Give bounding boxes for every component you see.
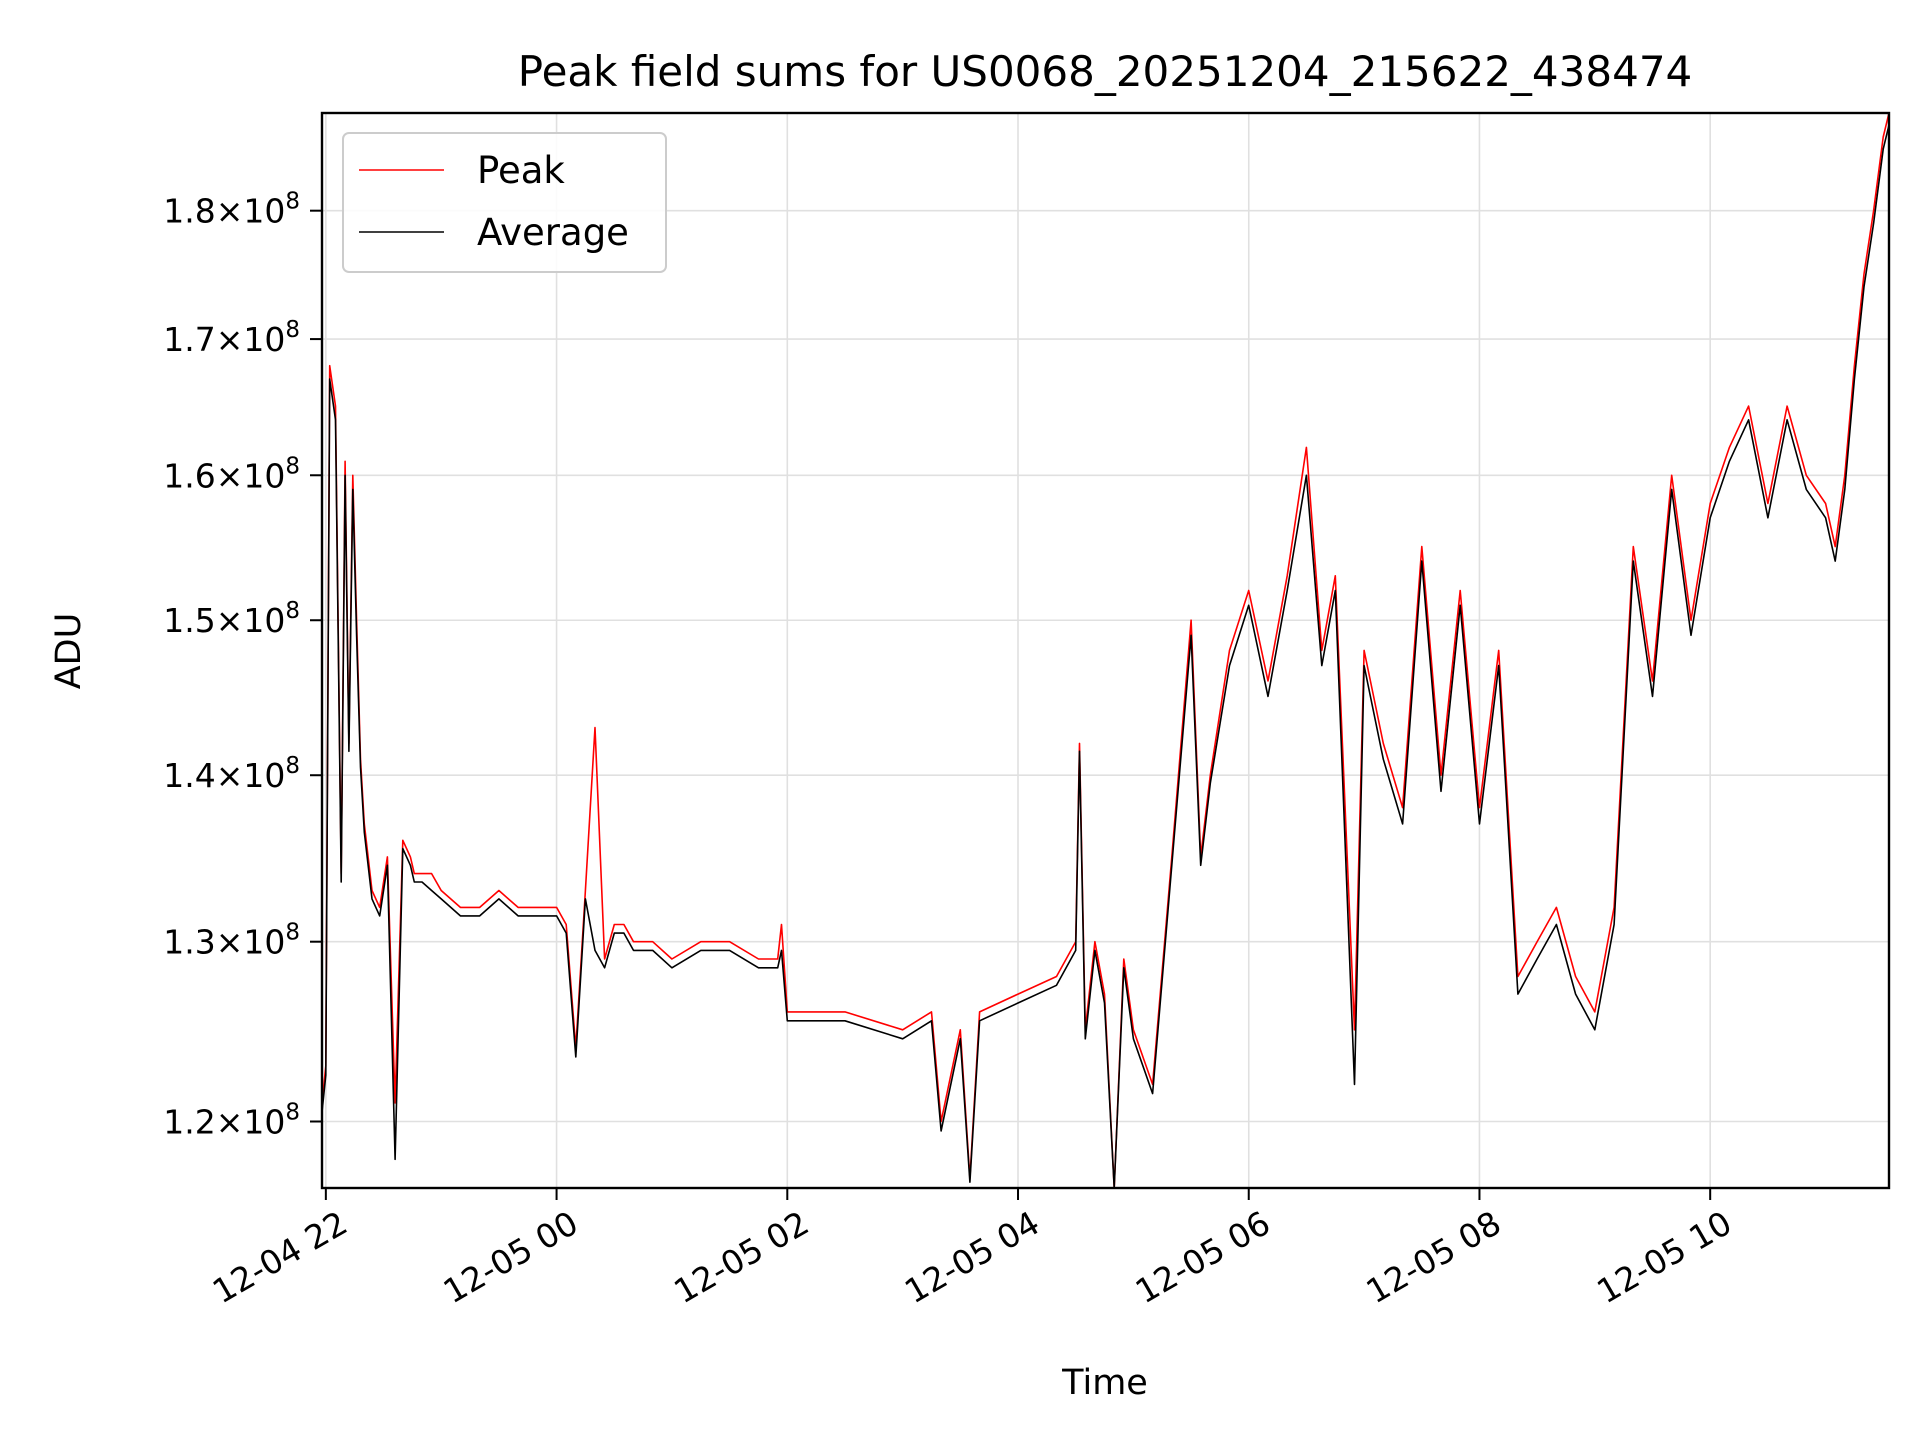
y-ticks: 1.2×108 1.3×108 1.4×108 1.5×108 1.6×108 1.7×1… [163, 189, 322, 1142]
grid [322, 113, 1889, 1188]
x-axis-title: Time [1061, 1363, 1148, 1403]
y-tick-label: 1.3×108 [163, 920, 300, 962]
y-tick-label: 1.8×108 [163, 189, 300, 231]
y-tick-label: 1.4×108 [163, 753, 300, 795]
y-tick-label: 1.5×108 [163, 598, 300, 640]
series-lines [321, 112, 1890, 1189]
y-tick-label: 1.7×108 [163, 317, 300, 359]
legend: Peak Average [342, 132, 667, 273]
legend-label-peak: Peak [477, 149, 565, 192]
series-line-peak [321, 112, 1890, 1189]
chart-title: Peak field sums for US0068_20251204_2156… [518, 47, 1693, 96]
legend-box [342, 132, 667, 273]
plot-frame [320, 111, 1891, 1190]
y-axis-title: ADU [49, 613, 89, 690]
y-tick-label: 1.6×108 [163, 453, 300, 495]
y-tick-label: 1.2×108 [163, 1100, 300, 1142]
series-line-average [321, 124, 1890, 1189]
legend-label-average: Average [477, 211, 629, 254]
